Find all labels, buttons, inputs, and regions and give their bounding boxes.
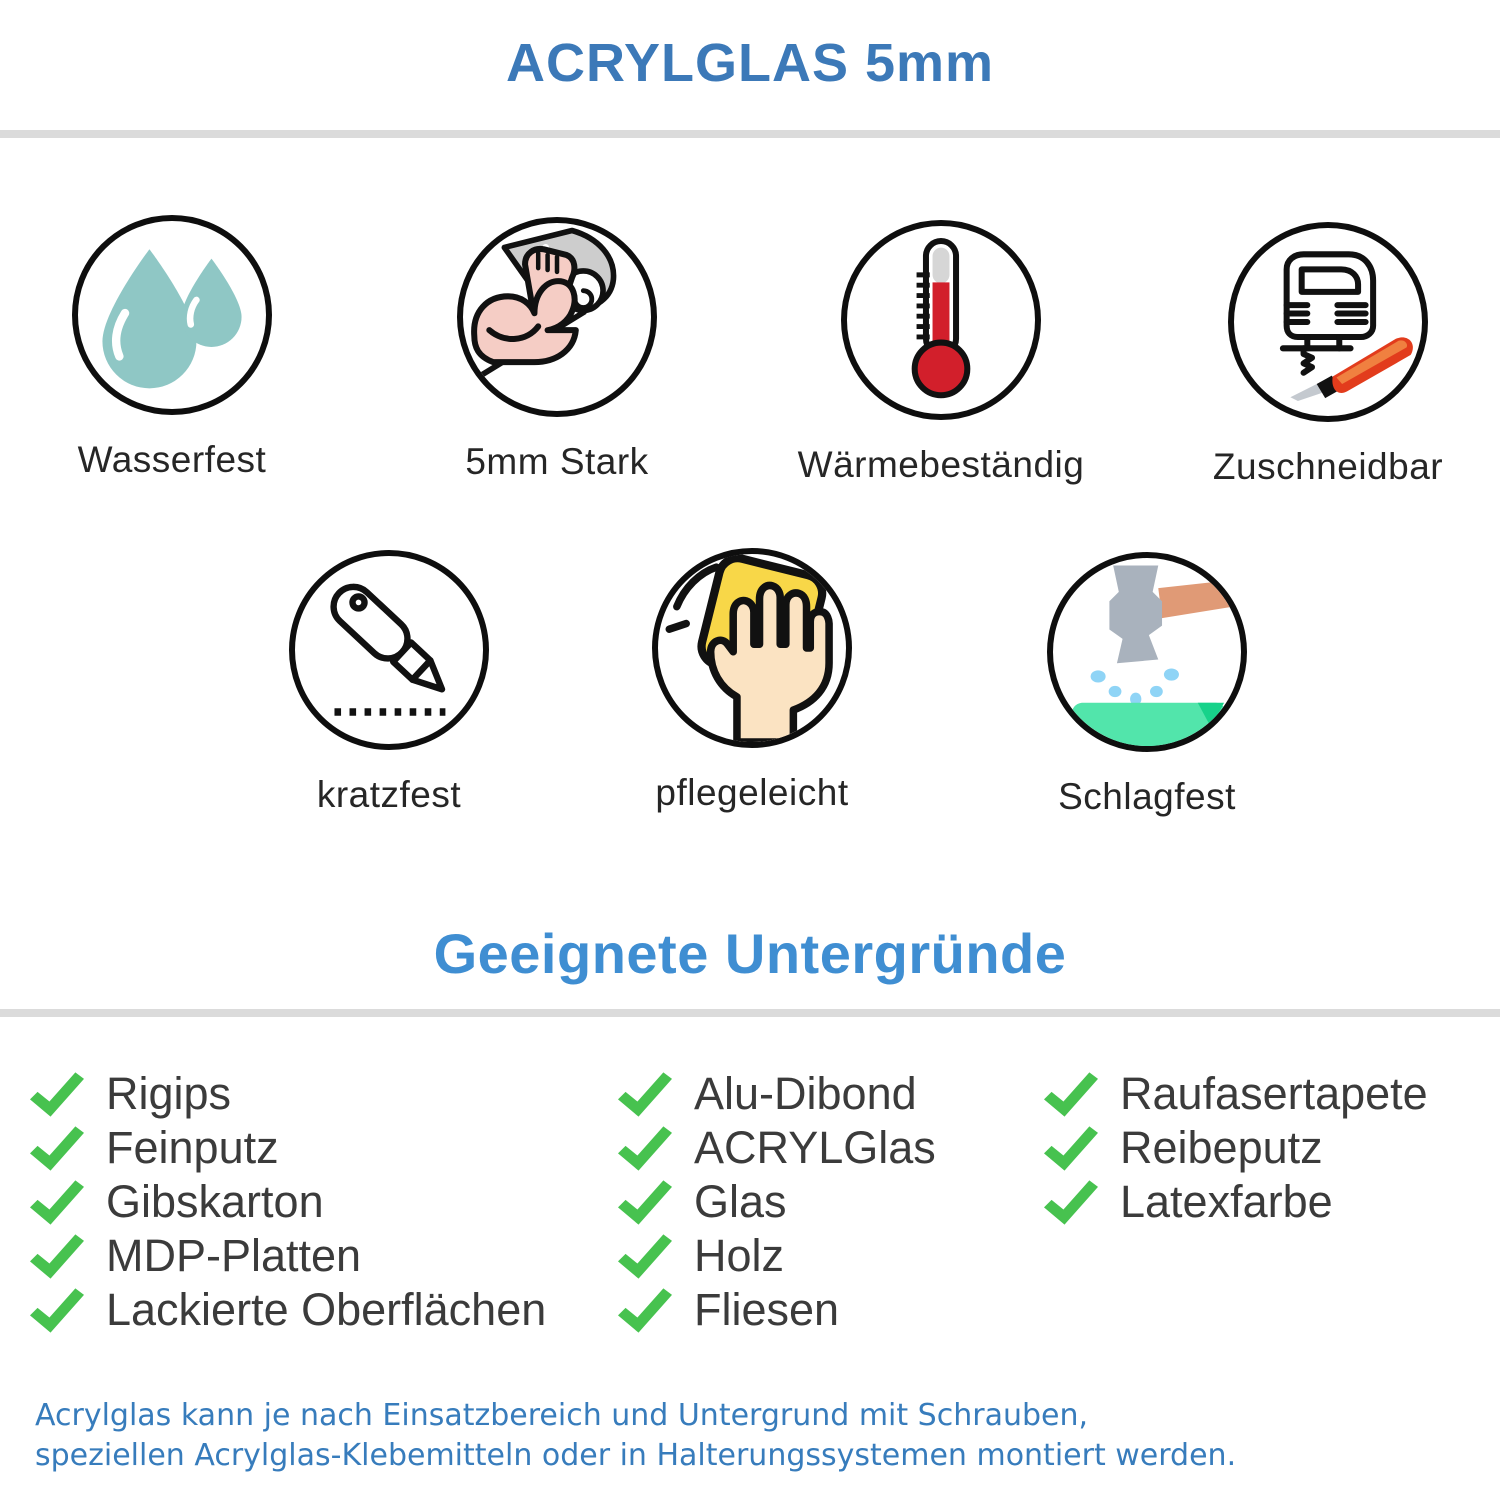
- surface-item: Holz: [618, 1229, 936, 1283]
- check-icon: [618, 1287, 672, 1333]
- feature-label: Zuschneidbar: [1212, 446, 1444, 487]
- surface-item: Reibeputz: [1044, 1121, 1428, 1175]
- surface-label: Holz: [694, 1230, 785, 1281]
- feature-label: pflegeleicht: [655, 772, 849, 813]
- feature-kratzfest: kratzfest: [224, 550, 554, 816]
- water-drops-icon: [72, 215, 272, 415]
- thermometer-icon: [841, 220, 1041, 420]
- surfaces-column-2: Alu-Dibond ACRYLGlas Glas Holz Fliesen: [618, 1067, 936, 1337]
- surface-label: MDP-Platten: [106, 1230, 362, 1281]
- feature-label: 5mm Stark: [465, 441, 649, 482]
- surface-label: Lackierte Oberflächen: [106, 1284, 547, 1335]
- jigsaw-cutter-icon: [1228, 222, 1428, 422]
- surface-item: Gibskarton: [30, 1175, 546, 1229]
- surface-item: Alu-Dibond: [618, 1067, 936, 1121]
- utility-knife-icon: [289, 550, 489, 750]
- check-icon: [30, 1125, 84, 1171]
- check-icon: [1044, 1179, 1098, 1225]
- check-icon: [30, 1071, 84, 1117]
- footer-line: Acrylglas kann je nach Einsatzbereich un…: [35, 1398, 1089, 1433]
- surface-label: Alu-Dibond: [694, 1068, 917, 1119]
- surface-label: Feinputz: [106, 1122, 279, 1173]
- surface-item: Raufasertapete: [1044, 1067, 1428, 1121]
- surface-label: Glas: [694, 1176, 787, 1227]
- surface-item: Glas: [618, 1175, 936, 1229]
- feature-waermebestaendig: Wärmebeständig: [776, 220, 1106, 486]
- surface-label: Raufasertapete: [1120, 1068, 1428, 1119]
- cleaning-hand-icon: [652, 548, 852, 748]
- surfaces-column-3: Raufasertapete Reibeputz Latexfarbe: [1044, 1067, 1428, 1229]
- check-icon: [1044, 1071, 1098, 1117]
- check-icon: [30, 1287, 84, 1333]
- surface-item: Latexfarbe: [1044, 1175, 1428, 1229]
- check-icon: [618, 1233, 672, 1279]
- surface-item: Fliesen: [618, 1283, 936, 1337]
- surface-item: Feinputz: [30, 1121, 546, 1175]
- surface-label: ACRYLGlas: [694, 1122, 936, 1173]
- feature-5mm-stark: 5mm Stark: [392, 217, 722, 483]
- check-icon: [1044, 1125, 1098, 1171]
- footer-line: speziellen Acrylglas-Klebemitteln oder i…: [35, 1438, 1237, 1473]
- check-icon: [618, 1125, 672, 1171]
- surface-label: Gibskarton: [106, 1176, 324, 1227]
- muscle-arm-icon: [457, 217, 657, 417]
- feature-schlagfest: Schlagfest: [982, 552, 1312, 818]
- surface-item: Rigips: [30, 1067, 546, 1121]
- feature-label: Wasserfest: [77, 439, 267, 480]
- surface-label: Reibeputz: [1120, 1122, 1323, 1173]
- feature-pflegeleicht: pflegeleicht: [587, 548, 917, 814]
- check-icon: [618, 1071, 672, 1117]
- surface-item: Lackierte Oberflächen: [30, 1283, 546, 1337]
- check-icon: [30, 1179, 84, 1225]
- feature-wasserfest: Wasserfest: [7, 215, 337, 481]
- feature-label: kratzfest: [316, 774, 462, 815]
- feature-label: Wärmebeständig: [797, 444, 1085, 485]
- feature-label: Schlagfest: [1058, 776, 1236, 817]
- feature-zuschneidbar: Zuschneidbar: [1163, 222, 1493, 488]
- check-icon: [30, 1233, 84, 1279]
- hammer-impact-icon: [1047, 552, 1247, 752]
- check-icon: [618, 1179, 672, 1225]
- divider-top: [0, 130, 1500, 138]
- divider-middle: [0, 1009, 1500, 1017]
- section-title: Geeignete Untergründe: [433, 922, 1067, 985]
- surfaces-column-1: Rigips Feinputz Gibskarton MDP-Platten L…: [30, 1067, 546, 1337]
- surface-label: Rigips: [106, 1068, 232, 1119]
- footer-note: Acrylglas kann je nach Einsatzbereich un…: [35, 1396, 1236, 1476]
- surface-item: MDP-Platten: [30, 1229, 546, 1283]
- surface-label: Latexfarbe: [1120, 1176, 1333, 1227]
- page-title: ACRYLGLAS 5mm: [505, 33, 995, 93]
- surface-item: ACRYLGlas: [618, 1121, 936, 1175]
- surface-label: Fliesen: [694, 1284, 840, 1335]
